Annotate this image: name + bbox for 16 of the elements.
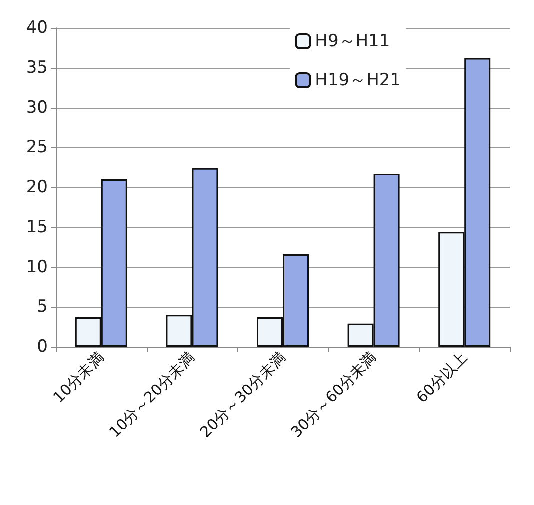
y-tick-label: 5 — [37, 297, 48, 318]
y-tick-label: 40 — [26, 18, 48, 38]
y-tick-label: 0 — [37, 337, 48, 357]
y-tick-label: 20 — [26, 178, 48, 198]
x-tick-label: 20分～30分未満 — [196, 348, 290, 442]
y-tick-label: 10 — [26, 257, 48, 278]
x-tick-label: 10分未満 — [50, 348, 108, 407]
y-tick-label: 30 — [26, 98, 48, 118]
y-tick-label: 35 — [26, 58, 48, 78]
x-tick-label: 60分以上 — [412, 348, 471, 407]
y-tick-label: 15 — [26, 217, 48, 238]
y-tick-label: 25 — [26, 138, 48, 158]
x-tick-label: 30分～60分未満 — [287, 348, 380, 442]
legend-label: H19～H21 — [315, 70, 402, 90]
legend-label: H9～H11 — [315, 32, 390, 52]
x-tick-label: 10分～20分未満 — [106, 348, 199, 442]
